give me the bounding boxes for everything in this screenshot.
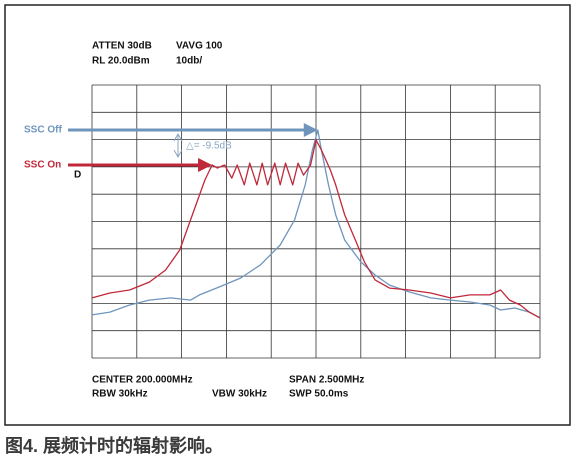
annotation: CENTER 200.000MHz: [92, 375, 193, 386]
frame: [4, 4, 571, 426]
trace: [91, 139, 541, 319]
annotation: ATTEN 30dB: [92, 41, 152, 52]
legend-arrowhead: [198, 157, 213, 172]
annotation: VBW 30kHz: [212, 389, 267, 400]
annotation: RL 20.0dBm: [92, 56, 150, 67]
legend-arrowhead: [303, 123, 318, 138]
annotation: RBW 30kHz: [92, 389, 148, 400]
annotation: SPAN 2.500MHz: [289, 375, 364, 386]
delta-arrows: [173, 132, 183, 159]
delta-label: △= -9.5dB: [186, 141, 232, 152]
legend-label: SSC Off: [24, 125, 62, 136]
annotation: VAVG 100: [176, 41, 223, 52]
annotation: 10db/: [176, 56, 202, 67]
caption: 图4. 展频计时的辐射影响。: [5, 435, 223, 456]
annotation: SWP 50.0ms: [289, 389, 349, 400]
legend-label: SSC On: [24, 160, 61, 171]
annotation: D: [74, 170, 81, 181]
